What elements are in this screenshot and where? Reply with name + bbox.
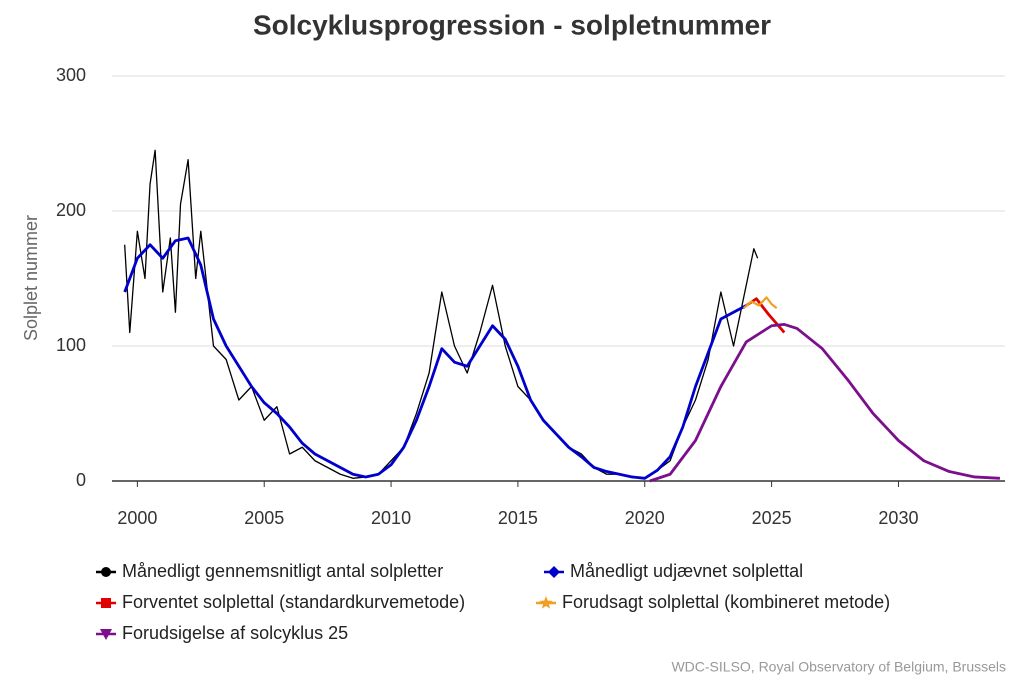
- legend-marker: [100, 629, 112, 640]
- legend-label: Månedligt gennemsnitligt antal solplette…: [122, 561, 443, 581]
- series-line: [745, 297, 786, 334]
- y-tick-label: 200: [56, 200, 86, 220]
- x-tick-label: 2025: [752, 508, 792, 528]
- x-tick-label: 2005: [244, 508, 284, 528]
- x-tick-label: 2010: [371, 508, 411, 528]
- legend-label: Forudsigelse af solcyklus 25: [122, 623, 348, 643]
- series-line: [742, 296, 778, 310]
- series-line: [649, 322, 1001, 483]
- x-tick-label: 2030: [878, 508, 918, 528]
- y-tick-label: 0: [76, 470, 86, 490]
- legend-marker: [101, 567, 111, 577]
- legend-marker: [539, 596, 553, 609]
- legend-label: Månedligt udjævnet solplettal: [570, 561, 803, 581]
- x-tick-label: 2015: [498, 508, 538, 528]
- credit: WDC-SILSO, Royal Observatory of Belgium,…: [671, 659, 1006, 675]
- x-tick-label: 2020: [625, 508, 665, 528]
- series-line: [123, 236, 747, 480]
- legend-marker: [548, 566, 560, 578]
- y-tick-label: 300: [56, 65, 86, 85]
- x-tick-label: 2000: [117, 508, 157, 528]
- series-line: [124, 149, 759, 479]
- legend-marker: [101, 598, 111, 608]
- legend-label: Forudsagt solplettal (kombineret metode): [562, 592, 890, 612]
- chart-title: Solcyklusprogression - solpletnummer: [253, 9, 771, 40]
- legend-label: Forventet solplettal (standardkurvemetod…: [122, 592, 465, 612]
- y-tick-label: 100: [56, 335, 86, 355]
- y-axis-label: Solplet nummer: [21, 215, 41, 341]
